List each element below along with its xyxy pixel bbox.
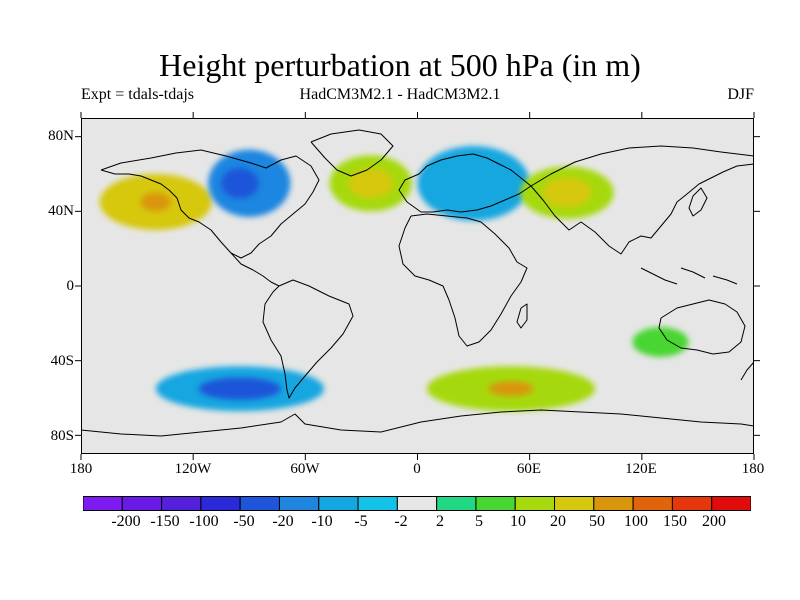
plot-title: Height perturbation at 500 hPa (in m): [159, 47, 641, 83]
colorbar-label-neg10: -10: [311, 513, 333, 530]
contour-south-pacific-low-core: [198, 377, 282, 400]
coastline-madagascar: [516, 303, 528, 329]
contour-south-indian-high-core: [488, 381, 534, 397]
coastline-north-america: [100, 149, 320, 259]
colorbar-label-2: 2: [436, 513, 444, 530]
coastline-south-america: [262, 279, 354, 399]
colorbar-swatch: [671, 496, 713, 511]
colorbar-label-neg20: -20: [272, 513, 294, 530]
colorbar-swatch: [396, 496, 438, 511]
lon-label-120w: 120W: [174, 461, 212, 477]
colorbar-swatch: [711, 496, 751, 511]
colorbar-label-200: 200: [702, 513, 726, 530]
map-panel: [81, 118, 754, 454]
lat-label-0: 0: [66, 278, 75, 294]
colorbar-swatch: [161, 496, 202, 511]
colorbar-swatch: [83, 496, 123, 511]
colorbar-swatch: [200, 496, 241, 511]
colorbar-label-neg5: -5: [354, 513, 368, 530]
experiment-label: Expt = tdals-tdajs: [81, 86, 195, 103]
colorbar-label-10: 10: [510, 513, 526, 530]
contour-australia-high: [632, 327, 689, 357]
colorbar-label-20: 20: [550, 513, 566, 530]
coastline-asia: [530, 145, 754, 255]
model-label: HadCM3M2.1 - HadCM3M2.1: [299, 86, 501, 103]
contour-north-america-low-core: [221, 168, 259, 199]
colorbar-swatch: [554, 496, 595, 511]
lat-label-40s: 40S: [50, 353, 74, 369]
lon-label-60e: 60E: [516, 461, 542, 477]
lon-label-120e: 120E: [625, 461, 657, 477]
colorbar: [83, 496, 751, 511]
coastline-new-zealand: [740, 361, 754, 381]
coastline-indonesia: [640, 267, 738, 285]
colorbar-swatch: [632, 496, 673, 511]
coastline-japan: [688, 187, 708, 217]
map-frame: [81, 118, 754, 454]
season-label: DJF: [727, 86, 754, 103]
lon-label-180e: 180: [741, 461, 765, 477]
colorbar-label-5: 5: [475, 513, 483, 530]
colorbar-swatch: [436, 496, 477, 511]
colorbar-label-neg50: -50: [233, 513, 255, 530]
colorbar-swatch: [318, 496, 359, 511]
colorbar-swatch: [278, 496, 320, 511]
colorbar-label-100: 100: [624, 513, 648, 530]
contour-north-pacific-high-core: [140, 192, 171, 212]
lon-label-180w: 180: [69, 461, 93, 477]
colorbar-label-neg150: -150: [150, 513, 180, 530]
lon-label-0: 0: [413, 461, 421, 477]
coastline-greenland: [310, 129, 394, 177]
axis-ticks: [75, 112, 760, 460]
coastline-antarctica: [81, 409, 754, 437]
colorbar-label-neg200: -200: [111, 513, 141, 530]
lat-label-40n: 40N: [48, 203, 74, 219]
lon-label-60w: 60W: [290, 461, 320, 477]
colorbar-label-50: 50: [589, 513, 605, 530]
colorbar-swatch: [475, 496, 516, 511]
colorbar-swatch: [593, 496, 634, 511]
colorbar-swatch: [357, 496, 398, 511]
contour-eurasia-low: [417, 146, 530, 221]
colorbar-label-neg2: -2: [394, 513, 408, 530]
coastline-australia: [658, 299, 746, 355]
colorbar-swatch: [121, 496, 163, 511]
colorbar-label-neg100: -100: [189, 513, 219, 530]
coastline-central-america: [230, 252, 280, 287]
colorbar-swatch: [514, 496, 556, 511]
lat-label-80n: 80N: [48, 128, 74, 144]
coastline-europe: [398, 153, 532, 213]
lat-label-80s: 80S: [50, 428, 74, 444]
contour-siberia-high-core: [542, 177, 592, 208]
coastline-africa: [398, 213, 528, 347]
colorbar-label-150: 150: [663, 513, 687, 530]
colorbar-swatch: [239, 496, 280, 511]
contour-north-atlantic-high-core: [348, 168, 394, 199]
